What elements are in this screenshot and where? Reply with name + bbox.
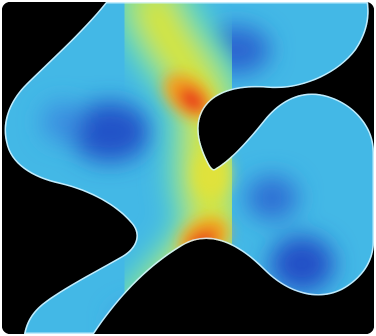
channel-flow-field [4,2,374,334]
low-velocity-regions [42,26,334,334]
heatmap-visualization [2,2,374,334]
flow-field-svg [2,2,374,334]
